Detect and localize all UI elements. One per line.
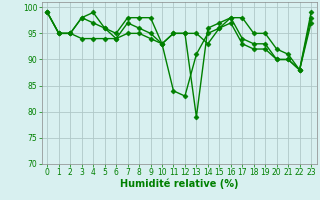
X-axis label: Humidité relative (%): Humidité relative (%) — [120, 179, 238, 189]
